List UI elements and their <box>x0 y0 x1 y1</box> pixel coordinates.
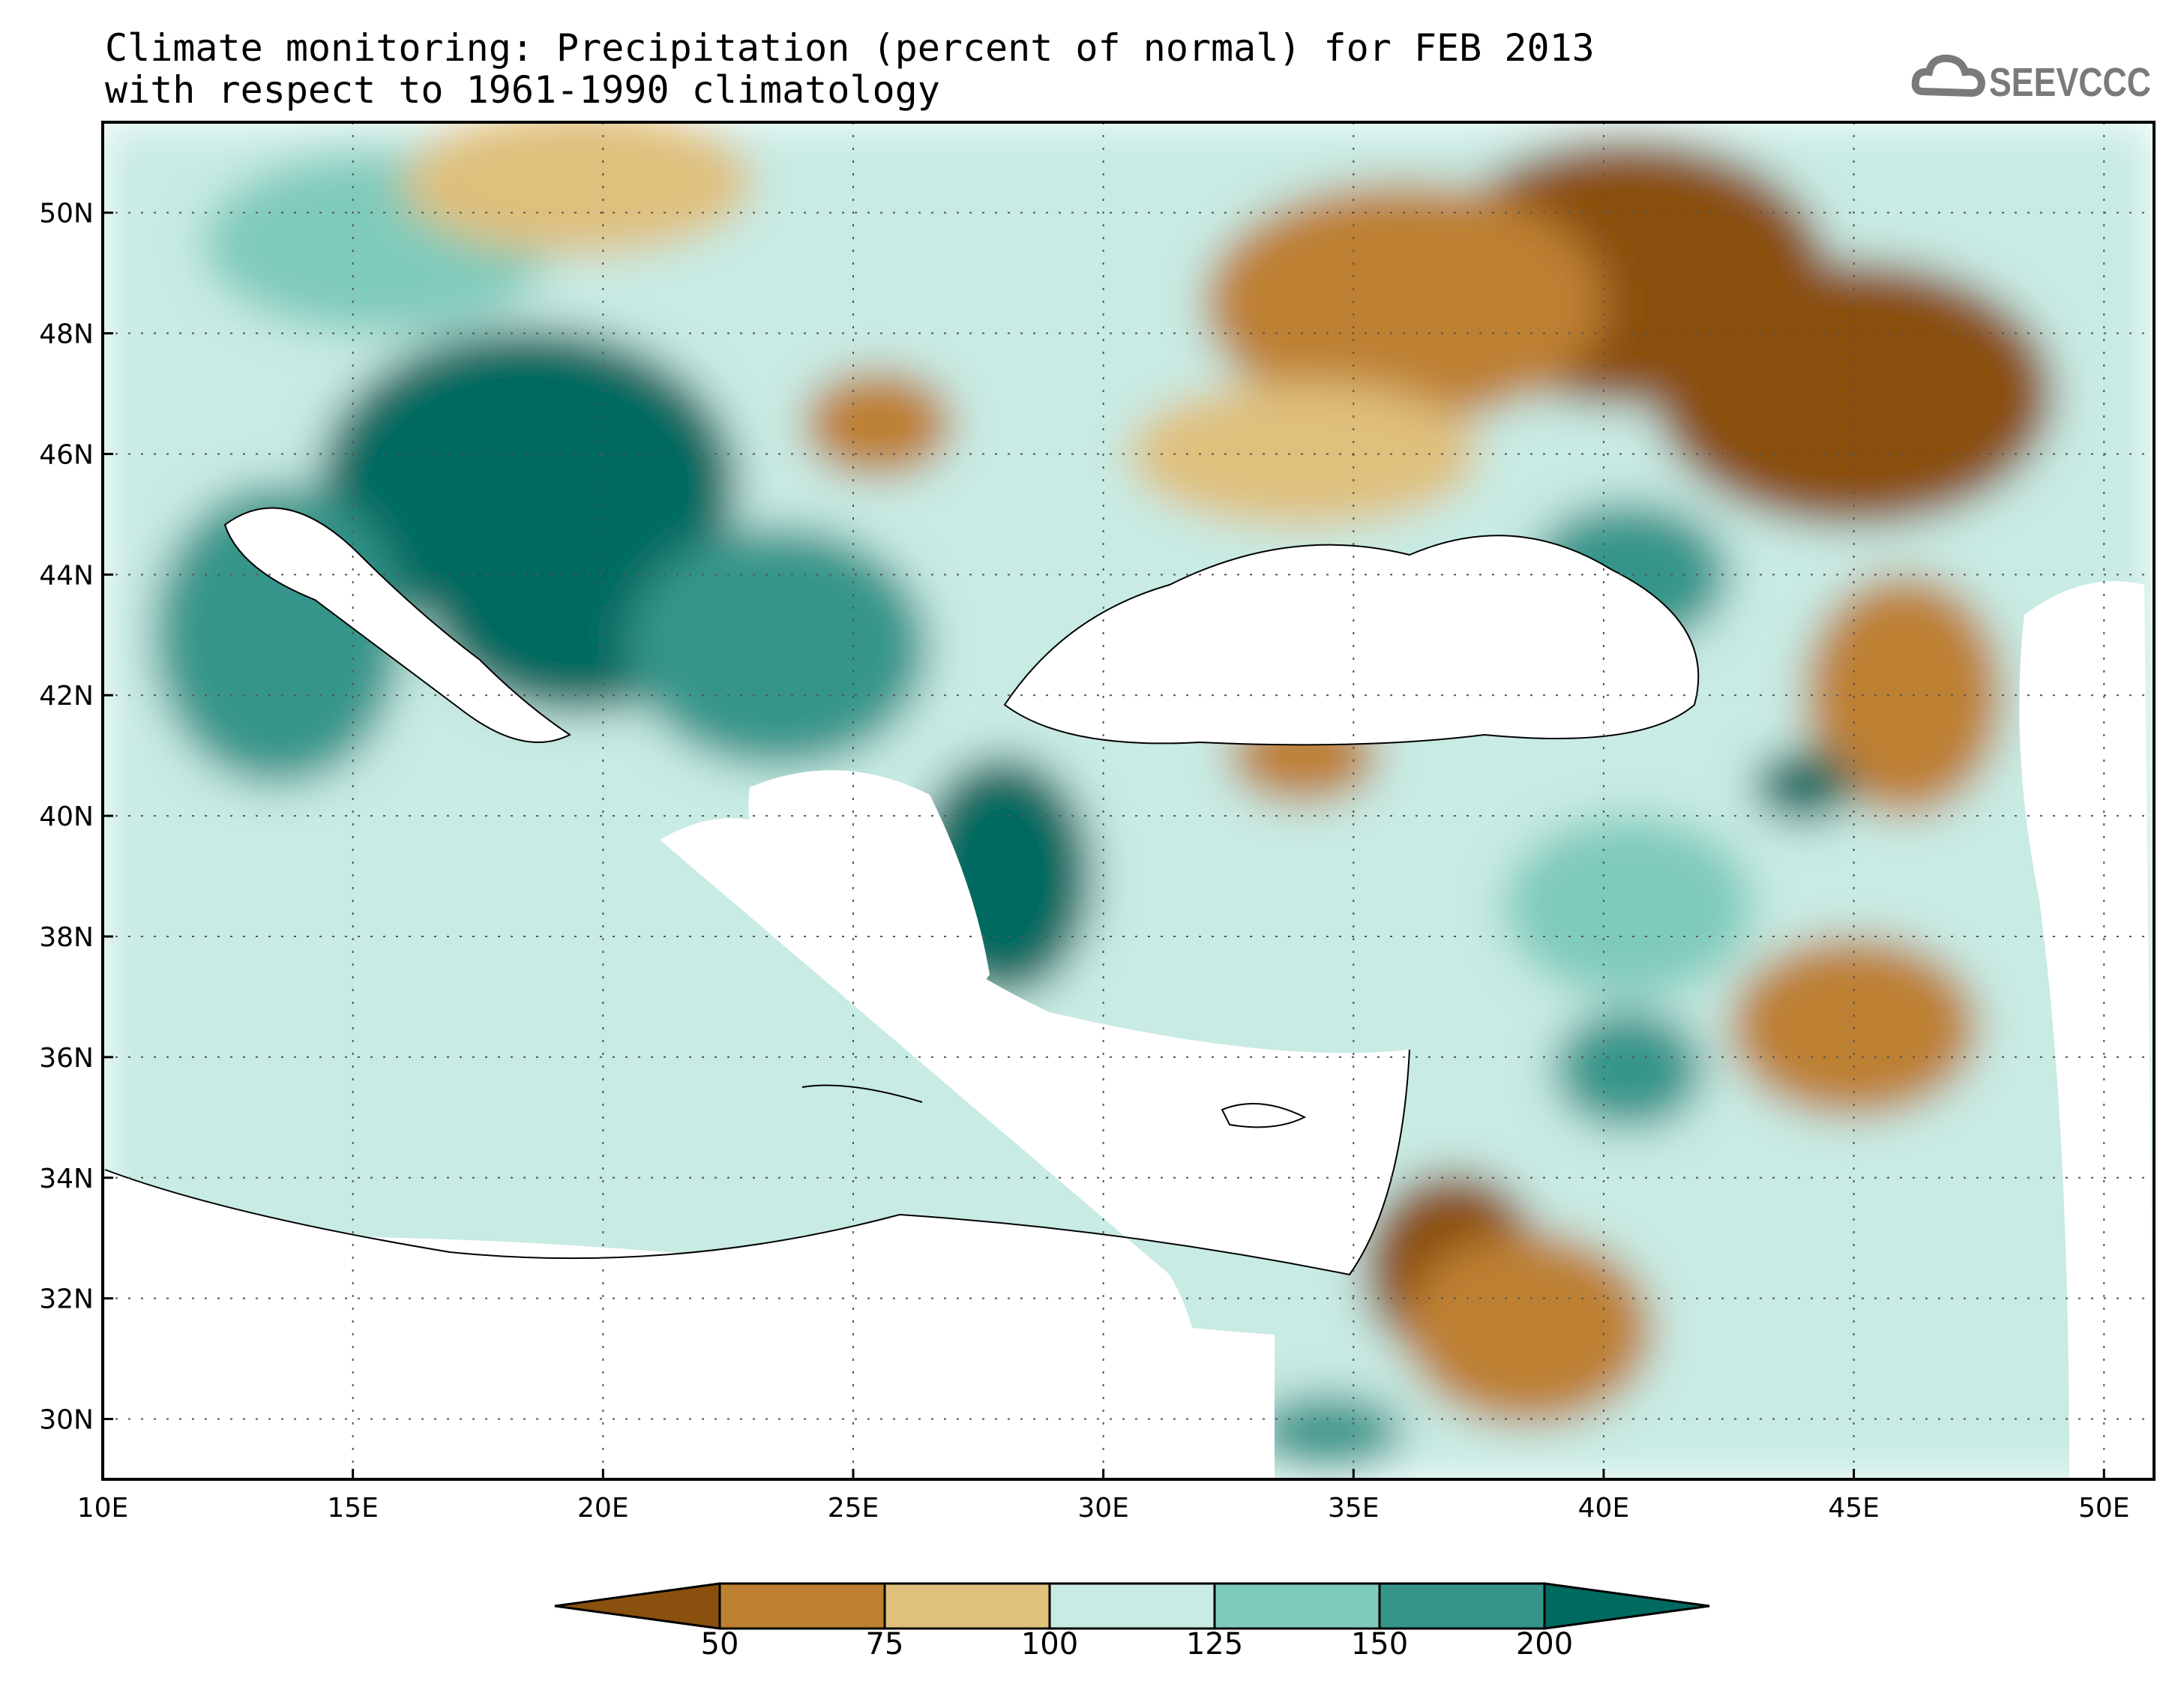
caspian <box>2019 581 2154 1479</box>
axis-ticks: 10E 15E 20E 25E 30E 35E 40E 45E 50E 30N 32N 34N 36N 3… <box>39 199 2129 1524</box>
colorbar-label: 75 <box>865 1627 904 1662</box>
colorbar-swatch <box>1048 1582 1216 1630</box>
colorbar-label: 200 <box>1515 1627 1574 1662</box>
region-caspian-west <box>1803 574 2004 817</box>
colorbar-swatch <box>1213 1582 1381 1630</box>
x-tick-label: 10E <box>77 1493 129 1524</box>
region-sinai-wet <box>1253 1395 1404 1467</box>
y-tick-label: 34N <box>39 1164 94 1194</box>
colorbar-swatch <box>1378 1582 1546 1630</box>
x-tick-label: 15E <box>327 1493 379 1524</box>
y-tick-label: 48N <box>39 319 94 350</box>
colorbar-swatch-low <box>554 1582 721 1630</box>
coastlines <box>104 507 1700 1276</box>
y-tick-label: 50N <box>39 199 94 229</box>
x-tick-label: 50E <box>2078 1493 2130 1524</box>
x-tick-label: 20E <box>577 1493 629 1524</box>
x-tick-label: 40E <box>1578 1493 1630 1524</box>
plot-frame <box>101 121 2156 1481</box>
region-crimea-area <box>1128 381 1479 526</box>
y-tick-label: 38N <box>39 922 94 953</box>
colorbar-swatch <box>883 1582 1051 1630</box>
x-tick-label: 25E <box>828 1493 879 1524</box>
colorbar-swatch-high <box>1543 1582 1710 1630</box>
precipitation-field <box>103 122 2154 1479</box>
region-armenia-wet <box>1754 749 1854 823</box>
cloud-icon <box>1911 54 1986 97</box>
y-tick-label: 30N <box>39 1405 94 1436</box>
adriatic <box>225 508 570 742</box>
colorbar-label: 125 <box>1185 1627 1244 1662</box>
aegean <box>748 770 990 1023</box>
region-iraq-north <box>1728 936 1979 1118</box>
region-east-turkey <box>1503 816 1754 997</box>
colorbar-label: 100 <box>1020 1627 1079 1662</box>
y-tick-label: 44N <box>39 560 94 591</box>
colorbar-label: 150 <box>1350 1627 1409 1662</box>
x-tick-label: 30E <box>1077 1493 1129 1524</box>
logo: SEEVCCC <box>1911 54 2151 105</box>
colorbar-swatch <box>718 1582 886 1630</box>
y-tick-label: 46N <box>39 439 94 470</box>
region-romania-pocket <box>803 369 954 478</box>
x-tick-label: 35E <box>1328 1493 1380 1524</box>
colorbar-label: 50 <box>700 1627 739 1662</box>
y-tick-label: 32N <box>39 1284 94 1315</box>
region-russia-south <box>1653 261 2054 526</box>
graticule <box>103 122 2154 1479</box>
region-ukraine-mid <box>1203 182 1604 424</box>
region-poland-south <box>403 122 753 255</box>
y-tick-label: 40N <box>39 802 94 832</box>
y-tick-label: 42N <box>39 681 94 712</box>
chart-title-line1: Climate monitoring: Precipitation (perce… <box>105 26 1595 70</box>
region-jordan-dry <box>1404 1232 1654 1425</box>
chart-title-line2: with respect to 1961-1990 climatology <box>105 68 940 112</box>
black-sea <box>1005 535 1699 745</box>
logo-text: SEEVCCC <box>1989 60 2151 105</box>
y-tick-label: 36N <box>39 1043 94 1074</box>
region-syria-wet <box>1553 1008 1704 1130</box>
region-serbia-bulgaria <box>628 526 929 768</box>
x-tick-label: 45E <box>1828 1493 1880 1524</box>
region-central-turkey <box>1203 797 1604 1015</box>
